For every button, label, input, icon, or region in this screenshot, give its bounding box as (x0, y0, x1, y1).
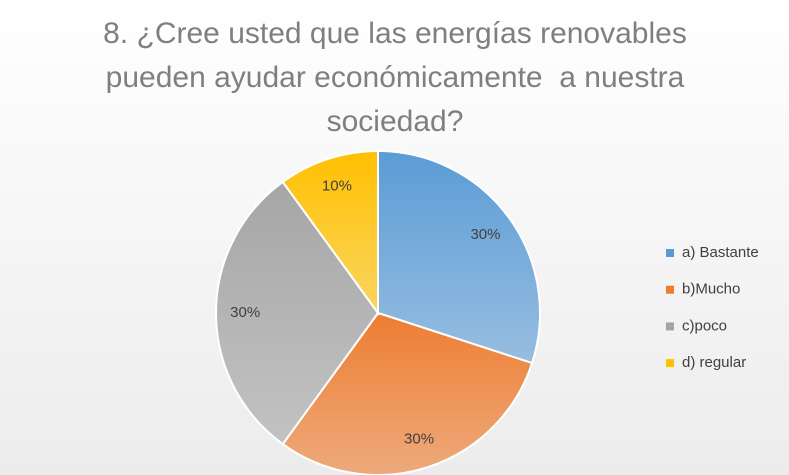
pie-slice (281, 311, 534, 475)
legend-label: c)poco (682, 317, 727, 334)
legend-label: a) Bastante (682, 244, 759, 261)
legend-swatch (666, 249, 674, 257)
pie-slice (377, 149, 541, 365)
data-label: 30% (230, 304, 260, 321)
pie-slice (215, 180, 380, 446)
legend-swatch (666, 285, 674, 294)
pie-slice (281, 149, 379, 317)
chart-title: 8. ¿Cree usted que las energías renovabl… (103, 17, 696, 138)
legend-swatch (666, 359, 674, 368)
legend-swatch (666, 322, 674, 331)
legend-label: b)Mucho (682, 281, 740, 298)
data-label: 10% (322, 178, 352, 195)
data-label: 30% (470, 226, 500, 243)
legend-label: d) regular (682, 354, 746, 371)
data-label: 30% (404, 430, 434, 447)
